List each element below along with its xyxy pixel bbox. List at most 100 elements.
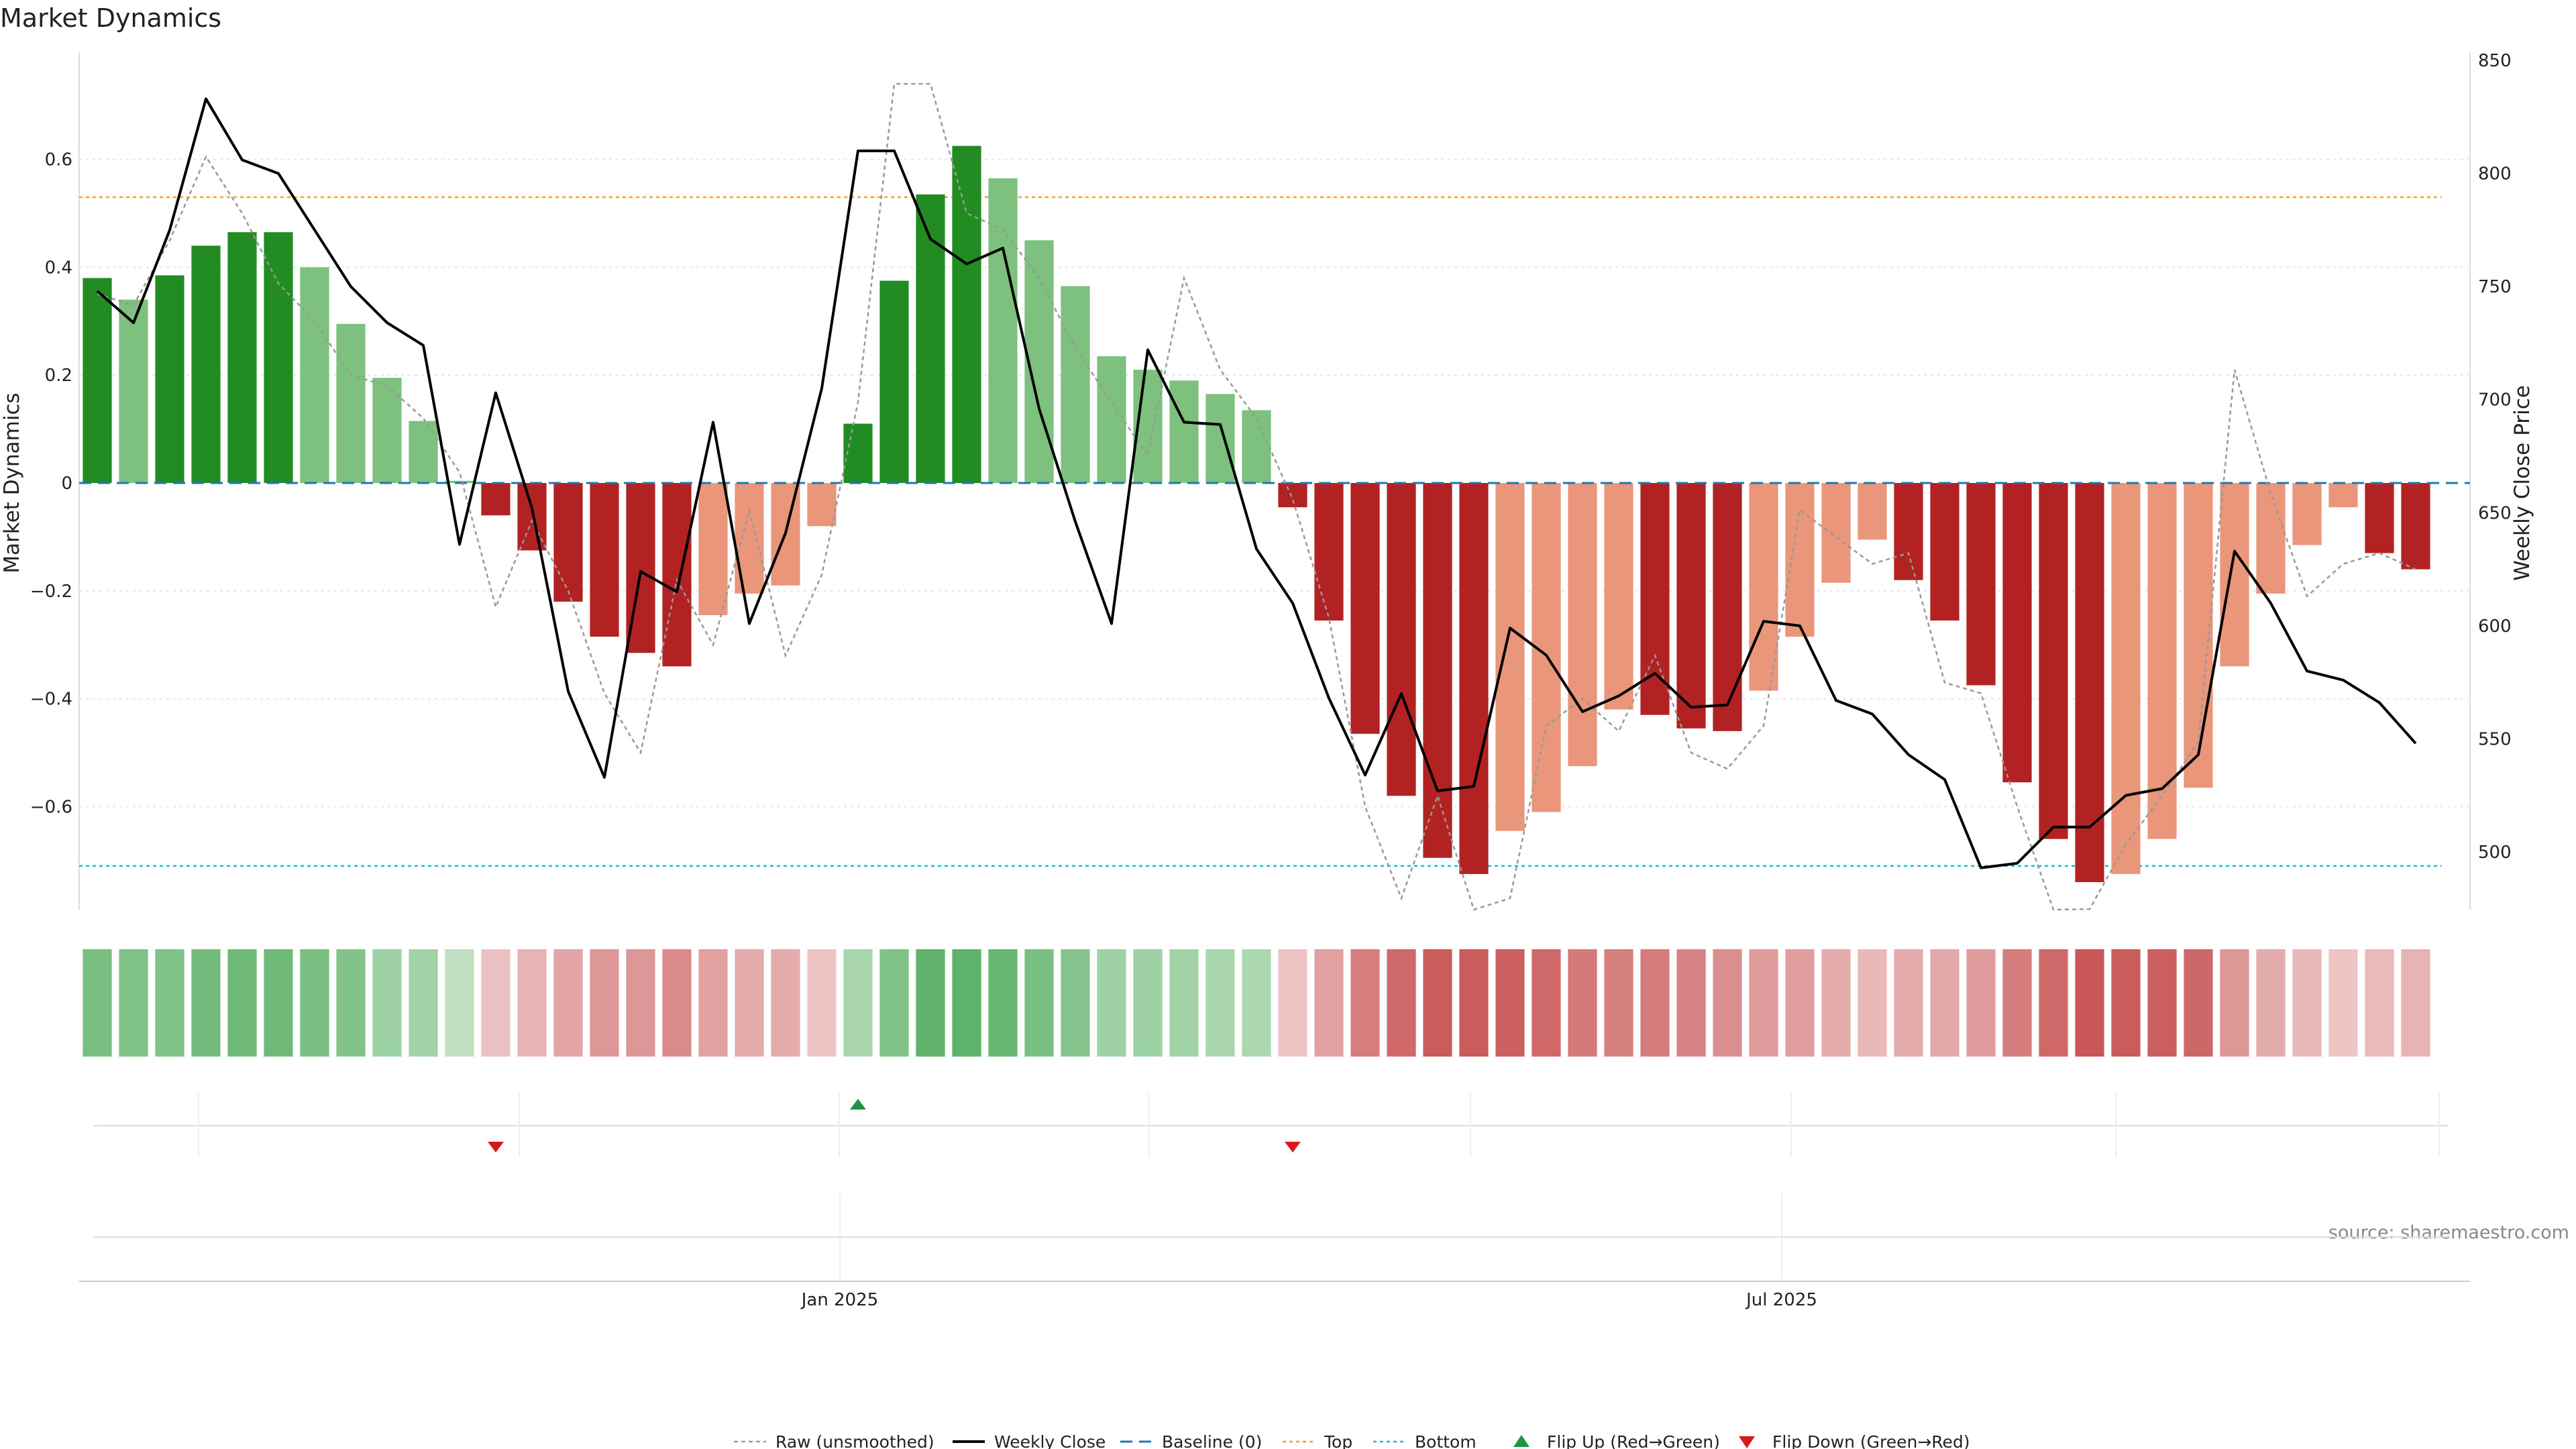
bar (1785, 483, 1815, 637)
bar (988, 178, 1018, 483)
bar (843, 423, 873, 483)
legend-flip-down-swatch (1739, 1436, 1755, 1448)
bar (1097, 356, 1126, 483)
bar (662, 483, 692, 667)
bar (1858, 483, 1887, 540)
bar (553, 483, 583, 602)
flip-up-marker (850, 1099, 866, 1110)
bar (2401, 483, 2430, 570)
heat-cell (227, 949, 257, 1057)
heat-cell (1894, 949, 1923, 1057)
source-note: source: sharemaestro.com (2328, 1222, 2569, 1243)
y-axis-label: Market Dynamics (0, 392, 24, 573)
heat-cell (191, 949, 221, 1057)
heatmap-strip (83, 949, 2430, 1057)
bar (2002, 483, 2032, 783)
bar (1061, 286, 1090, 483)
bar (227, 232, 257, 483)
legend: Raw (unsmoothed) Weekly Close Baseline (0)… (734, 1432, 1970, 1449)
heat-cell (1532, 949, 1561, 1057)
x-tick-label: Jul 2025 (1745, 1290, 1817, 1310)
heat-cell (300, 949, 329, 1057)
heat-cell (2220, 949, 2249, 1057)
bar (698, 483, 728, 615)
heat-cell (698, 949, 728, 1057)
bar (590, 483, 619, 637)
heat-cell (1278, 949, 1307, 1057)
weekly-close-line (96, 97, 2417, 869)
bar (300, 267, 329, 483)
bar (2256, 483, 2286, 594)
heat-cell (1749, 949, 1778, 1057)
chart-title: Market Dynamics (0, 3, 221, 33)
heat-cell (916, 949, 945, 1057)
heat-cell (1350, 949, 1380, 1057)
bar (1894, 483, 1923, 580)
heat-cell (1097, 949, 1126, 1057)
bar (807, 483, 837, 527)
bar (1169, 380, 1199, 483)
heat-cell (771, 949, 800, 1057)
y2-tick-label: 800 (2478, 164, 2512, 184)
bar (2292, 483, 2322, 545)
bar (735, 483, 764, 594)
y-tick-label: −0.4 (30, 690, 72, 710)
heat-cell (445, 949, 474, 1057)
heat-cell (1495, 949, 1525, 1057)
heat-cell (2328, 949, 2358, 1057)
heat-cell (1785, 949, 1815, 1057)
heat-cell (1640, 949, 1670, 1057)
heat-cell (662, 949, 692, 1057)
bar (2075, 483, 2104, 882)
heat-cell (1169, 949, 1199, 1057)
bar (2111, 483, 2141, 874)
heat-cell (2111, 949, 2141, 1057)
heat-cell (1387, 949, 1416, 1057)
heat-cell (2184, 949, 2213, 1057)
heat-cell (119, 949, 148, 1057)
bar (2365, 483, 2394, 553)
heat-cell (988, 949, 1018, 1057)
heat-cell (409, 949, 438, 1057)
heat-cell (2401, 949, 2430, 1057)
heat-cell (1930, 949, 1960, 1057)
bar (2328, 483, 2358, 508)
bar (1930, 483, 1960, 621)
heat-cell (879, 949, 909, 1057)
bar (264, 232, 293, 483)
legend-label: Flip Up (Red→Green) (1547, 1432, 1720, 1449)
heat-cell (372, 949, 402, 1057)
y2-tick-label: 850 (2478, 51, 2512, 71)
y2-tick-label: 700 (2478, 390, 2512, 411)
heat-cell (1061, 949, 1090, 1057)
heat-cell (264, 949, 293, 1057)
bar (1821, 483, 1851, 583)
heat-cell (1242, 949, 1271, 1057)
main-plot: 0.6 0.4 0.2 0 −0.2 −0.4 −0.6 850 800 750 700 650 600… (30, 51, 2512, 911)
bar (409, 421, 438, 483)
legend-label: Bottom (1415, 1432, 1477, 1449)
bar (1423, 483, 1452, 858)
legend-label: Weekly Close (994, 1432, 1106, 1449)
bar (1242, 410, 1271, 483)
bar (1205, 394, 1235, 483)
bar (916, 194, 945, 483)
heat-cell (2039, 949, 2068, 1057)
y2-tick-label: 550 (2478, 729, 2512, 749)
bar (481, 483, 511, 516)
legend-flip-up-swatch (1513, 1435, 1529, 1447)
x-tick-label: Jan 2025 (800, 1290, 879, 1310)
bar (155, 275, 184, 483)
heat-cell (2147, 949, 2177, 1057)
y2-tick-label: 600 (2478, 616, 2512, 637)
heat-cell (1314, 949, 1344, 1057)
bar (336, 323, 366, 483)
y-tick-label: −0.6 (30, 797, 72, 817)
legend-label: Raw (unsmoothed) (775, 1432, 934, 1449)
heat-cell (807, 949, 837, 1057)
bar (1350, 483, 1380, 734)
bar (1459, 483, 1489, 874)
heat-cell (2365, 949, 2394, 1057)
bar (445, 480, 474, 483)
y2-tick-label: 500 (2478, 843, 2512, 863)
